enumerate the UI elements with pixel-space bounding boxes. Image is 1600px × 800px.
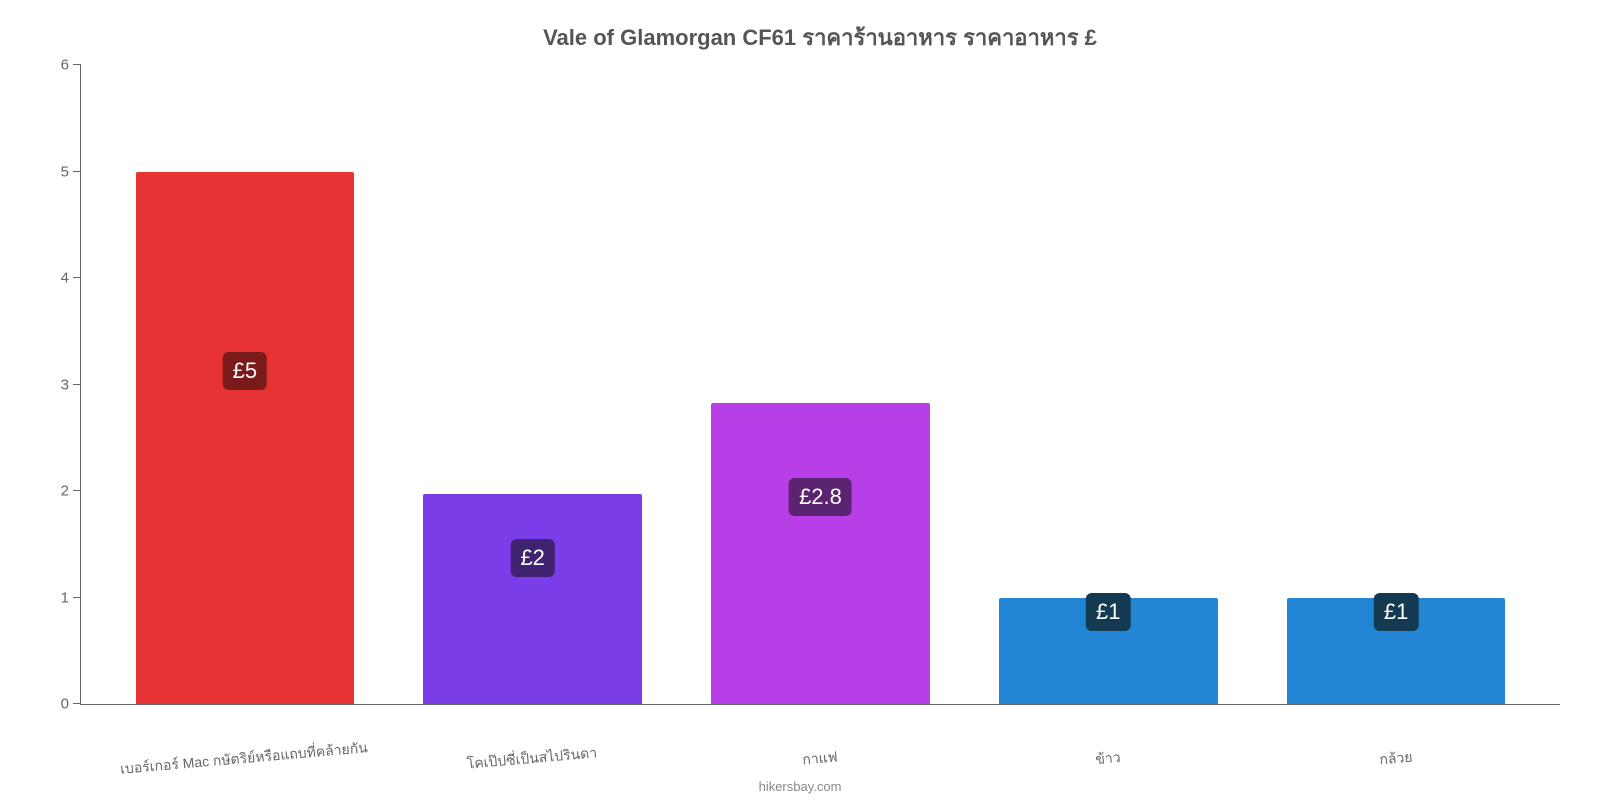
x-axis-label: กาแฟ xyxy=(676,735,965,782)
y-axis-label: 5 xyxy=(61,163,69,180)
x-axis-labels: เบอร์เกอร์ Mac กษัตริย์หรือแถบที่คล้ายกั… xyxy=(80,748,1560,770)
bar-slot: £2 xyxy=(389,65,677,704)
bar-slot: £2.8 xyxy=(677,65,965,704)
y-tick xyxy=(73,64,81,65)
y-tick xyxy=(73,171,81,172)
value-badge: £2.8 xyxy=(789,478,852,516)
value-badge: £5 xyxy=(223,352,267,390)
bar: £1 xyxy=(999,598,1218,705)
bar: £2 xyxy=(423,494,642,704)
value-badge: £1 xyxy=(1374,593,1418,631)
attribution-text: hikersbay.com xyxy=(0,779,1600,794)
value-badge: £1 xyxy=(1086,593,1130,631)
y-tick xyxy=(73,490,81,491)
y-axis-label: 3 xyxy=(61,376,69,393)
bar: £1 xyxy=(1287,598,1506,705)
y-tick xyxy=(73,597,81,598)
y-axis-label: 1 xyxy=(61,589,69,606)
bar: £5 xyxy=(136,172,355,705)
plot-area: £5£2£2.8£1£1 0123456 xyxy=(80,65,1560,705)
y-axis-label: 2 xyxy=(61,483,69,500)
y-tick xyxy=(73,703,81,704)
bar: £2.8 xyxy=(711,403,930,704)
chart-title: Vale of Glamorgan CF61 ราคาร้านอาหาร ราค… xyxy=(80,20,1560,55)
bar-slot: £1 xyxy=(1252,65,1540,704)
y-tick xyxy=(73,277,81,278)
y-axis-label: 4 xyxy=(61,270,69,287)
bars-group: £5£2£2.8£1£1 xyxy=(81,65,1560,704)
bar-slot: £1 xyxy=(964,65,1252,704)
y-axis-label: 6 xyxy=(61,57,69,74)
bar-slot: £5 xyxy=(101,65,389,704)
chart-container: Vale of Glamorgan CF61 ราคาร้านอาหาร ราค… xyxy=(0,0,1600,800)
x-axis-label: โคเป๊ปซี่เป็นสไปรินดา xyxy=(388,735,677,782)
x-axis-label: ข้าว xyxy=(964,735,1253,782)
value-badge: £2 xyxy=(510,539,554,577)
x-axis-label: เบอร์เกอร์ Mac กษัตริย์หรือแถบที่คล้ายกั… xyxy=(100,735,389,782)
x-axis-label: กล้วย xyxy=(1252,735,1541,782)
y-axis-label: 0 xyxy=(61,696,69,713)
y-tick xyxy=(73,384,81,385)
